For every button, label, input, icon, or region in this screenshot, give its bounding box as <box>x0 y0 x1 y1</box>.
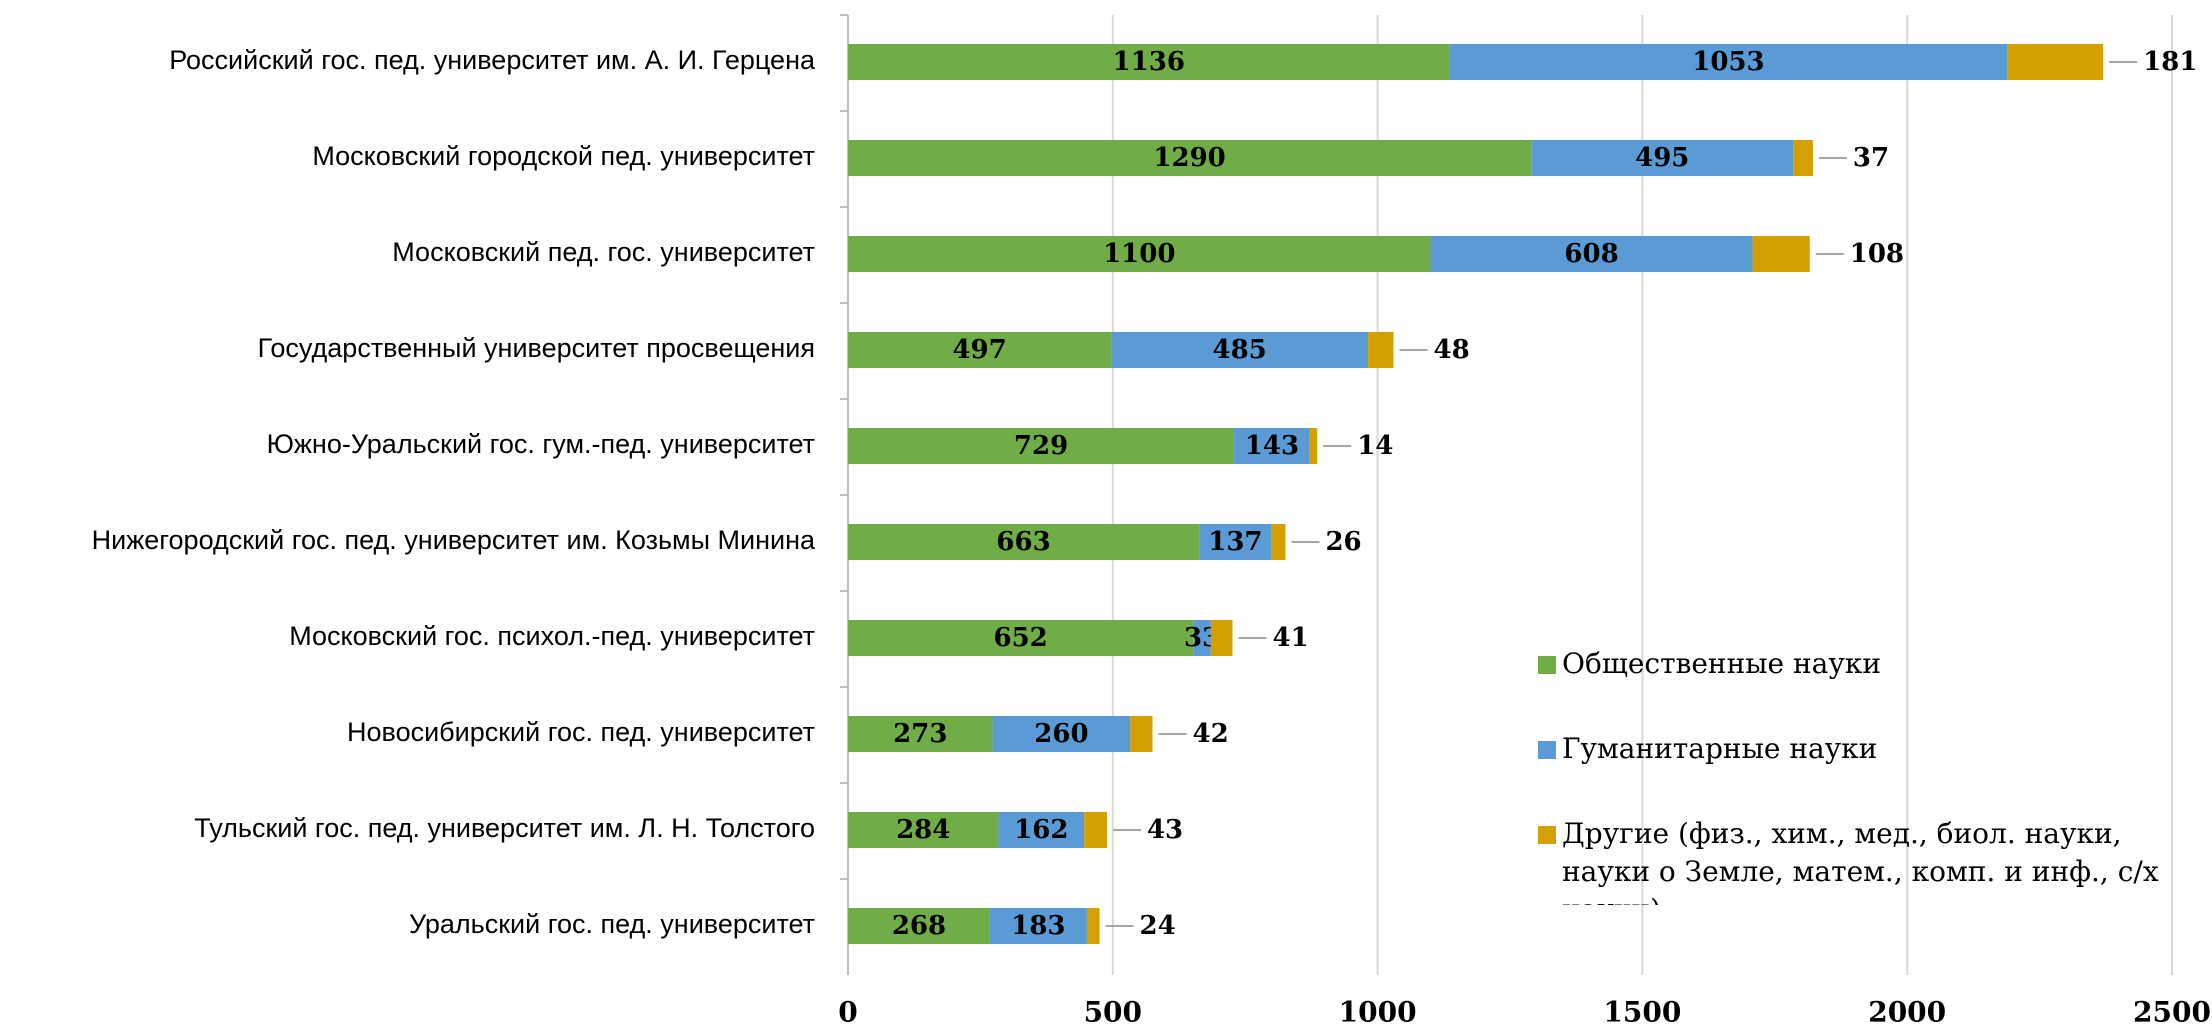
data-label: 268 <box>892 911 946 941</box>
legend-swatch <box>1538 656 1556 674</box>
bar-segment <box>1193 620 1211 656</box>
data-label: 42 <box>1193 719 1229 749</box>
bar-segment <box>1430 236 1753 272</box>
legend-label: Другие (физ., хим., мед., биол. науки, н… <box>1562 817 2159 905</box>
category-label: Уральский гос. пед. университет <box>409 909 815 939</box>
bar-segment <box>848 812 999 848</box>
legend-label: Общественные науки <box>1562 647 1881 680</box>
data-label: 181 <box>2143 47 2197 77</box>
data-label: 1136 <box>1113 47 1185 77</box>
legend-swatch <box>1538 741 1556 759</box>
bar-segment <box>1752 236 1810 272</box>
legend-item: Другие (физ., хим., мед., биол. науки, н… <box>1562 817 2159 905</box>
data-label: 497 <box>952 335 1006 365</box>
bar-segment <box>848 428 1235 464</box>
data-label: 162 <box>1014 815 1068 845</box>
data-label: 37 <box>1853 143 1889 173</box>
bar-segment <box>992 716 1131 752</box>
data-label: 108 <box>1850 239 1904 269</box>
data-label: 183 <box>1011 911 1065 941</box>
bar-segment <box>1309 428 1318 464</box>
x-tick-label: 500 <box>1084 996 1142 1027</box>
bar-segment <box>1086 908 1100 944</box>
category-label: Тульский гос. пед. университет им. Л. Н.… <box>194 813 815 843</box>
legend-item: Гуманитарные науки <box>1562 732 1878 765</box>
bar-segment <box>1199 524 1272 560</box>
bar-segment <box>848 716 993 752</box>
data-label: 143 <box>1245 431 1299 461</box>
category-label: Московский городской пед. университет <box>312 141 815 171</box>
category-label: Нижегородский гос. пед. университет им. … <box>92 525 816 555</box>
legend-swatch <box>1538 826 1556 844</box>
bar-segment <box>848 44 1450 80</box>
bar-segment <box>1234 428 1310 464</box>
x-tick-label: 2000 <box>1868 996 1946 1027</box>
data-label: 1100 <box>1103 239 1175 269</box>
bar-segment <box>1130 716 1153 752</box>
bar-segment <box>1111 332 1369 368</box>
category-label: Московский пед. гос. университет <box>392 237 815 267</box>
data-label: 48 <box>1433 335 1469 365</box>
data-label: 608 <box>1564 239 1618 269</box>
data-label: 652 <box>994 623 1048 653</box>
data-label: 260 <box>1034 719 1088 749</box>
bar-segment <box>1084 812 1107 848</box>
bar-segment <box>848 620 1194 656</box>
category-label: Российский гос. пед. университет им. А. … <box>169 45 816 75</box>
category-label: Новосибирский гос. пед. университет <box>347 717 815 747</box>
bar-segment <box>848 908 990 944</box>
data-label: 485 <box>1212 335 1266 365</box>
bar-segment <box>2007 44 2104 80</box>
bar-segment <box>848 332 1112 368</box>
data-label: 14 <box>1357 431 1393 461</box>
x-tick-label: 2500 <box>2133 996 2211 1027</box>
bar-segment <box>998 812 1085 848</box>
data-label: 1290 <box>1153 143 1225 173</box>
bar-segment <box>1368 332 1394 368</box>
data-label: 495 <box>1635 143 1689 173</box>
bar-segment <box>1449 44 2008 80</box>
data-label: 284 <box>896 815 950 845</box>
x-tick-label: 1500 <box>1603 996 1681 1027</box>
data-label: 41 <box>1272 623 1308 653</box>
data-label: 1053 <box>1692 47 1764 77</box>
bar-segment <box>989 908 1087 944</box>
x-tick-label: 0 <box>838 996 857 1027</box>
data-label: 273 <box>893 719 947 749</box>
legend-item: Общественные науки <box>1562 647 1881 680</box>
data-label: 24 <box>1140 911 1176 941</box>
data-label: 137 <box>1208 527 1262 557</box>
bar-segment <box>1531 140 1794 176</box>
data-label: 43 <box>1147 815 1183 845</box>
category-label: Московский гос. психол.-пед. университет <box>289 621 815 651</box>
bar-segment <box>1793 140 1813 176</box>
legend-label: Гуманитарные науки <box>1562 732 1878 765</box>
data-label: 663 <box>996 527 1050 557</box>
bar-segment <box>848 236 1431 272</box>
data-label: 26 <box>1325 527 1361 557</box>
category-label: Государственный университет просвещения <box>258 333 815 363</box>
bar-segment <box>1210 620 1233 656</box>
bar-segment <box>1271 524 1286 560</box>
bar-segment <box>848 524 1200 560</box>
bar-segment <box>848 140 1532 176</box>
data-label: 729 <box>1014 431 1068 461</box>
category-label: Южно-Уральский гос. гум.-пед. университе… <box>267 429 815 459</box>
x-tick-label: 1000 <box>1339 996 1417 1027</box>
